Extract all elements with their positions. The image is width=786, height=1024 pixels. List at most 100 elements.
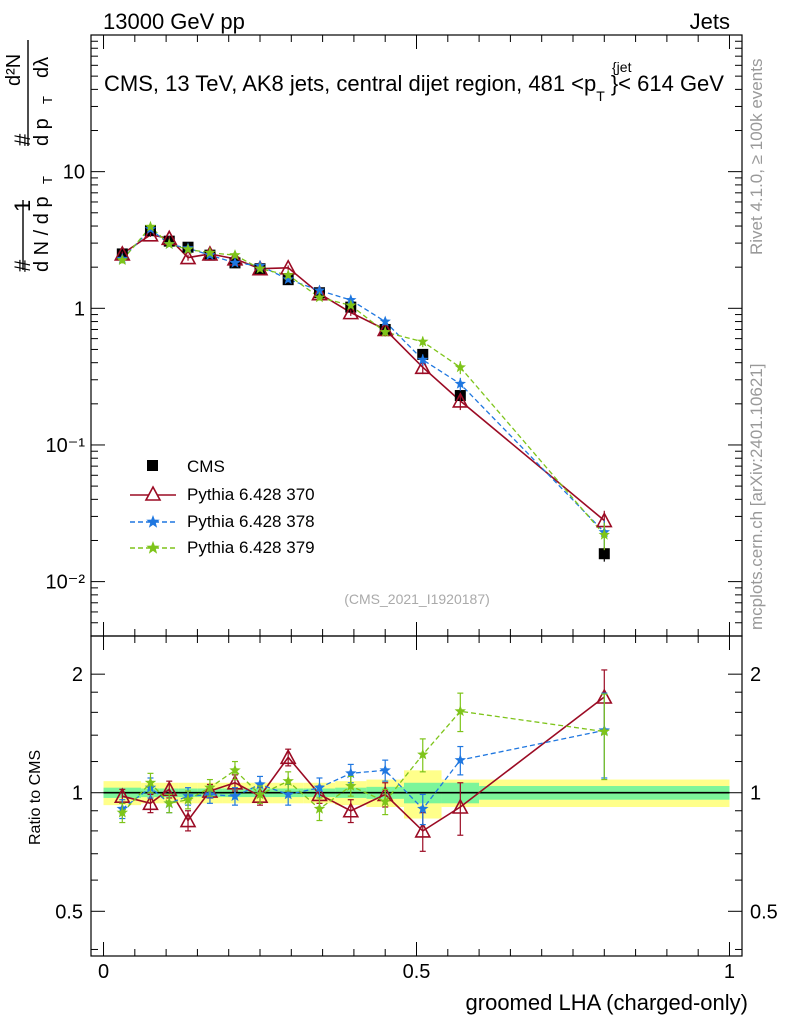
x-tick-label: 0.5 (403, 961, 431, 983)
y-tick-label: 10 (63, 162, 85, 184)
y-tick-label: 1 (74, 298, 85, 320)
title-sub: T (596, 88, 605, 104)
ratio-point-370 (279, 748, 297, 765)
data-point-370 (342, 303, 360, 320)
legend-marker-379 (146, 541, 160, 554)
data-point-379 (254, 262, 266, 274)
svg-text:d N / d p: d N / d p (31, 196, 53, 272)
legend-label-370: Pythia 6.428 370 (187, 485, 315, 504)
data-point-378 (282, 273, 294, 285)
x-axis-label: groomed LHA (charged-only) (466, 990, 748, 1015)
svg-text:dλ: dλ (31, 57, 53, 78)
data-point-379 (229, 249, 241, 260)
header-right: Jets (690, 9, 730, 34)
data-point-379 (282, 269, 294, 280)
legend-marker-370 (144, 485, 162, 501)
ratio-line-pythia-6.428-370 (122, 696, 605, 832)
legend-label-379: Pythia 6.428 379 (187, 538, 315, 557)
data-point-379 (598, 528, 610, 540)
mcplots-label: mcplots.cern.ch [arXiv:2401.10621] (747, 364, 766, 630)
watermark: (CMS_2021_I1920187) (344, 591, 490, 607)
data-point-379 (182, 243, 194, 255)
svg-text:d²N: d²N (3, 54, 25, 86)
ratio-point-379 (116, 806, 128, 818)
data-point-370 (142, 226, 159, 242)
y-tick-label: 10⁻² (46, 572, 86, 594)
plot-title: CMS, 13 TeV, AK8 jets, central dijet reg… (104, 71, 724, 104)
data-point-370 (414, 358, 432, 375)
data-point-378 (313, 284, 326, 296)
ratio-y-tick-label: 1 (72, 783, 83, 805)
data-point-379 (163, 238, 175, 249)
ratio-y-tick-label: 2 (72, 664, 83, 686)
ratio-point-378 (379, 764, 391, 776)
ratio-y-tick-label: 0.5 (55, 901, 83, 923)
ratio-point-379 (417, 748, 429, 760)
ratio-point-379 (454, 705, 466, 717)
legend-marker-cms (147, 460, 158, 471)
data-point-379 (144, 220, 157, 232)
main-panel: 10 1 10⁻¹ 10⁻² (46, 34, 743, 637)
ratio-point-379 (229, 764, 241, 776)
ratio-point-378 (229, 790, 241, 801)
ratio-y-tick-label-right: 2 (750, 664, 761, 686)
data-point-370 (451, 392, 469, 408)
ratio-point-379 (345, 780, 357, 791)
data-point-379 (345, 299, 357, 311)
ratio-point-378 (254, 778, 266, 790)
series-line-pythia-6.428-370 (121, 233, 605, 522)
ratio-point-378 (282, 788, 294, 800)
ratio-point-378 (417, 802, 429, 814)
data-point-379 (313, 291, 326, 303)
ratio-line-pythia-6.428-378 (121, 729, 605, 810)
y-tick-label: 10⁻¹ (46, 435, 86, 457)
legend-label-378: Pythia 6.428 378 (187, 512, 315, 531)
data-point-370 (179, 248, 197, 265)
svg-text:T: T (40, 96, 55, 104)
ratio-y-tick-label-right: 1 (750, 783, 761, 805)
data-point-cms (598, 548, 610, 560)
data-point-379 (116, 254, 128, 265)
ratio-point-378 (454, 754, 466, 765)
ratio-point-379 (204, 781, 216, 793)
ratio-point-378 (345, 767, 357, 779)
ratio-panel: 0 0.5 1 2 2 1 1 0.5 0.5 (55, 635, 778, 983)
data-point-378 (454, 377, 466, 389)
ratio-point-379 (182, 793, 194, 805)
ratio-point-379 (163, 797, 175, 809)
ratio-y-tick-label-right: 0.5 (750, 901, 778, 923)
ratio-point-370 (342, 802, 360, 818)
data-point-379 (454, 361, 466, 373)
data-point-379 (379, 326, 391, 337)
ratio-point-370 (142, 794, 159, 811)
ratio-point-379 (144, 776, 157, 788)
ratio-point-379 (254, 788, 266, 800)
title-end: }< 614 GeV (611, 71, 724, 96)
ratio-point-370 (179, 811, 197, 828)
title-sup: {jet (612, 59, 632, 75)
svg-text:d p: d p (31, 118, 53, 146)
legend-marker-378 (146, 515, 160, 528)
ratio-point-370 (414, 822, 432, 838)
header-left: 13000 GeV pp (103, 9, 245, 34)
ratio-point-379 (282, 775, 294, 786)
x-tick-label: 0 (98, 961, 109, 983)
legend-label-cms: CMS (187, 457, 225, 476)
data-point-378 (379, 315, 391, 327)
y-axis-label-ratio: Ratio to CMS (27, 750, 44, 845)
data-point-378 (417, 353, 429, 365)
ratio-point-370 (451, 798, 469, 814)
data-point-379 (417, 335, 429, 347)
ratio-point-379 (379, 795, 391, 807)
y-axis-label-main: # 1 d N / d p T # d²N d p T dλ (3, 40, 55, 272)
svg-text:T: T (40, 176, 55, 184)
legend: CMS Pythia 6.428 370 Pythia 6.428 378 Py… (130, 457, 315, 557)
data-point-379 (204, 246, 216, 258)
x-tick-label: 1 (724, 961, 735, 983)
svg-text:#: # (10, 133, 35, 146)
rivet-label: Rivet 4.1.0, ≥ 100k events (747, 59, 766, 255)
ratio-point-378 (313, 781, 326, 793)
ratio-point-379 (598, 725, 610, 737)
data-point-378 (229, 256, 241, 268)
